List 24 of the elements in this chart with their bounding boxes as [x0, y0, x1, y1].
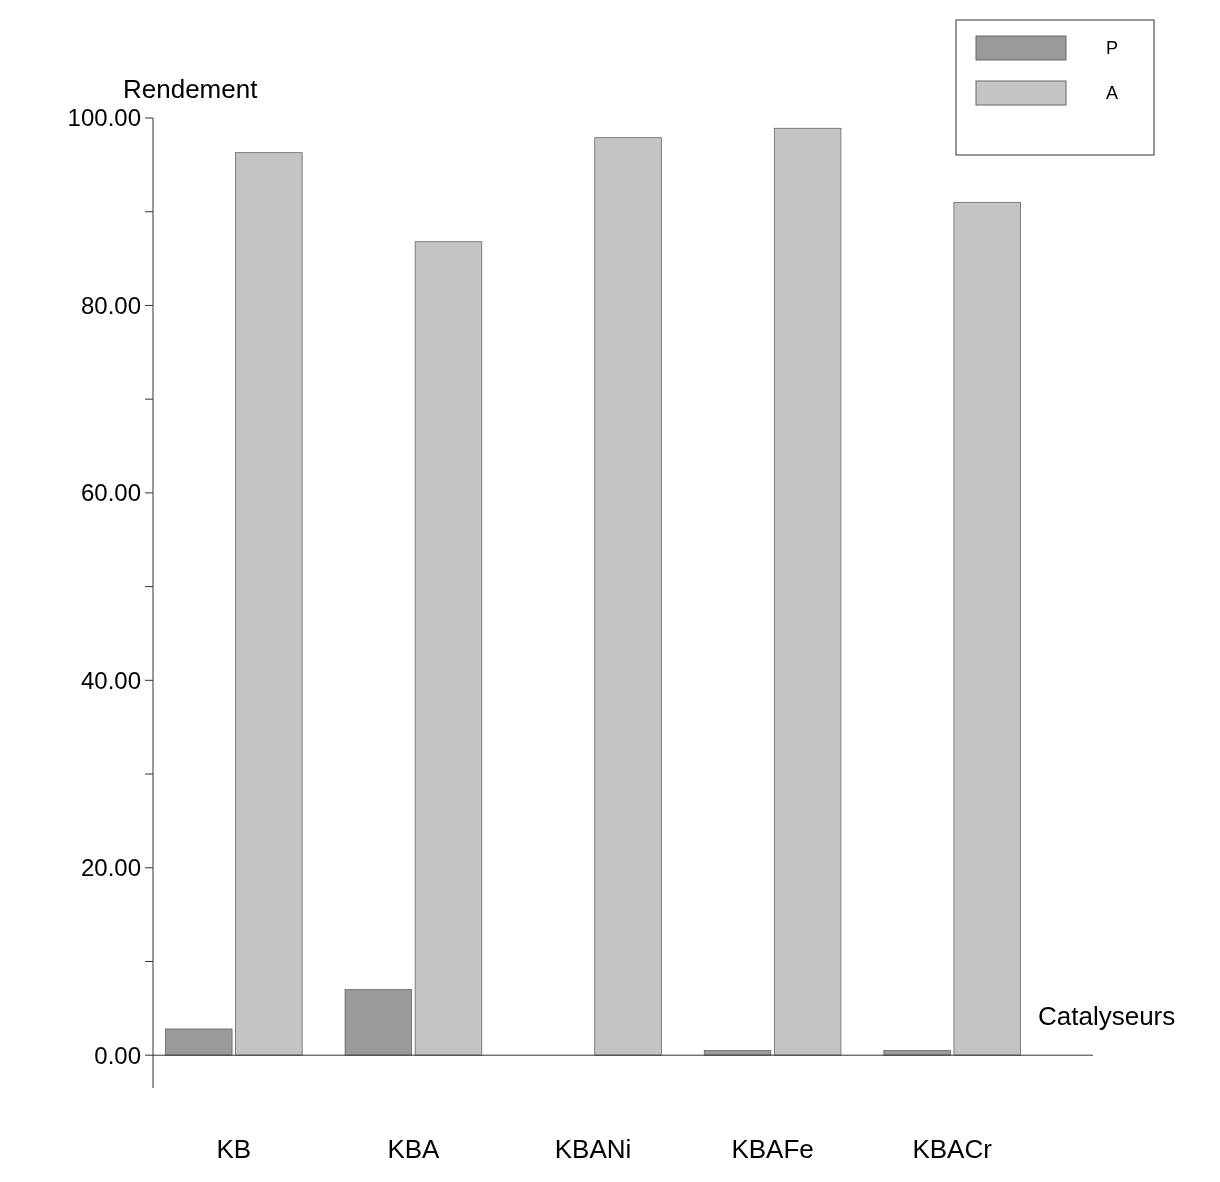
y-tick-label: 20.00	[80, 854, 141, 882]
bar	[883, 1050, 951, 1056]
x-axis-title: Catalyseurs	[1038, 1001, 1176, 1032]
bar	[344, 989, 413, 1056]
y-tick-label: 80.00	[80, 291, 141, 319]
legend-label: A	[1106, 83, 1119, 104]
legend-label: P	[1106, 38, 1119, 59]
x-tick-label: KBA	[387, 1134, 441, 1164]
y-tick-label: 100.00	[67, 104, 141, 132]
bar	[773, 127, 842, 1056]
bar	[165, 1028, 233, 1056]
y-tick-label: 0.00	[94, 1041, 141, 1069]
bar	[594, 137, 662, 1056]
bar	[953, 201, 1021, 1056]
y-axis-title: Rendement	[123, 74, 259, 104]
x-tick-label: KB	[216, 1134, 252, 1164]
x-tick-label: KBAFe	[731, 1134, 814, 1164]
y-tick-label: 40.00	[80, 666, 141, 694]
bar	[235, 152, 303, 1056]
x-tick-label: KBACr	[912, 1134, 993, 1164]
y-tick-label: 60.00	[80, 479, 141, 507]
bar	[414, 241, 483, 1056]
x-tick-label: KBANi	[554, 1134, 632, 1164]
bar	[703, 1050, 772, 1056]
